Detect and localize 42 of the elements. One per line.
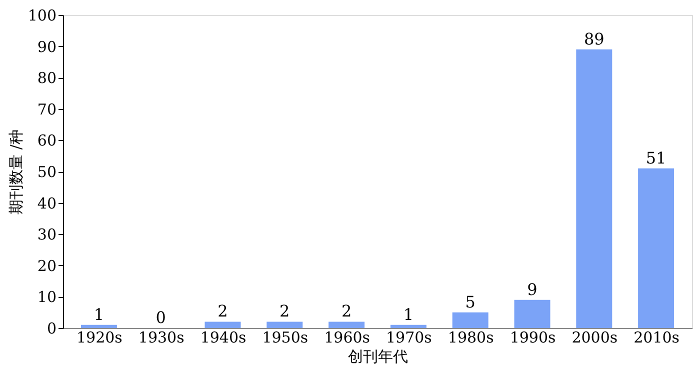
x-tick-label: 1970s xyxy=(386,328,432,346)
bar xyxy=(638,168,674,328)
y-tick-label: 80 xyxy=(37,69,56,88)
y-tick-label: 10 xyxy=(37,288,56,306)
x-tick-label: 1940s xyxy=(200,328,246,346)
x-tick-label: 1930s xyxy=(138,328,184,346)
y-tick-label: 60 xyxy=(37,132,56,150)
data-label: 2 xyxy=(341,302,352,321)
x-tick-label: 1980s xyxy=(448,328,494,346)
bar xyxy=(266,322,303,328)
bar xyxy=(328,322,365,328)
y-tick-label: 50 xyxy=(37,163,56,181)
data-label: 0 xyxy=(156,308,166,327)
y-tick-label: 90 xyxy=(37,38,56,56)
data-label: 89 xyxy=(584,29,604,48)
x-tick-label: 1950s xyxy=(262,328,308,346)
bar xyxy=(390,324,426,328)
bar xyxy=(514,300,550,328)
x-tick-label: 1920s xyxy=(76,328,122,346)
x-axis-title: 创刊年代 xyxy=(348,348,408,366)
y-tick-label: 30 xyxy=(37,226,56,244)
x-tick-label: 2010s xyxy=(634,328,680,346)
y-axis-title: 期刊数量 /种 xyxy=(6,130,25,214)
bar xyxy=(204,322,241,328)
x-tick-label: 2000s xyxy=(572,328,618,346)
bar xyxy=(576,49,612,328)
y-tick-label: 20 xyxy=(37,256,56,275)
bar xyxy=(80,324,117,328)
data-label: 2 xyxy=(280,302,290,321)
y-tick-label: 70 xyxy=(37,100,56,118)
data-label: 9 xyxy=(527,280,538,299)
data-label: 5 xyxy=(465,292,476,312)
data-label: 2 xyxy=(218,302,228,321)
y-tick-label: 40 xyxy=(37,194,56,212)
y-tick-label: 0 xyxy=(46,320,56,338)
x-tick-label: 1990s xyxy=(510,328,556,346)
bar xyxy=(452,312,488,328)
x-tick-label: 1960s xyxy=(324,328,370,346)
y-tick-label: 100 xyxy=(28,6,56,24)
data-label: 51 xyxy=(646,148,666,168)
data-label: 1 xyxy=(94,304,104,324)
data-label: 1 xyxy=(403,304,414,324)
